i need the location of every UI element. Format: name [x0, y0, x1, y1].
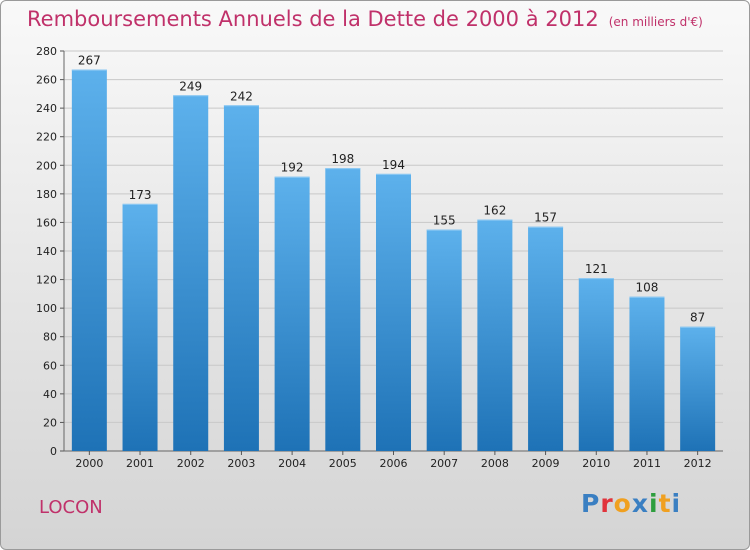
title-text: Remboursements Annuels de la Dette de 20…: [27, 7, 599, 31]
y-tick-label: 0: [50, 445, 57, 458]
logo-letter: x: [631, 489, 649, 518]
data-label: 162: [483, 204, 506, 218]
town-name: LOCON: [39, 497, 103, 518]
bar: [274, 176, 310, 451]
x-tick-label: 2006: [380, 457, 408, 470]
logo-letter: t: [658, 489, 672, 518]
data-label: 242: [230, 89, 253, 103]
x-tick-label: 2000: [75, 457, 103, 470]
data-label: 157: [534, 211, 557, 225]
y-tick-label: 120: [36, 274, 57, 287]
y-tick-label: 140: [36, 245, 57, 258]
bar: [122, 203, 158, 451]
bar: [528, 226, 564, 451]
bar: [223, 105, 259, 452]
x-tick-label: 2011: [633, 457, 661, 470]
y-tick-label: 100: [36, 302, 57, 315]
logo-letter: i: [649, 489, 659, 518]
y-tick-label: 220: [36, 131, 57, 144]
logo-letter: r: [600, 489, 614, 518]
bar: [71, 69, 107, 452]
logo-letter: i: [671, 489, 682, 518]
bar: [629, 296, 665, 451]
x-tick-label: 2010: [582, 457, 610, 470]
chart-title: Remboursements Annuels de la Dette de 20…: [27, 7, 703, 31]
y-tick-label: 260: [36, 74, 57, 87]
x-tick-label: 2001: [126, 457, 154, 470]
x-tick-label: 2009: [532, 457, 560, 470]
y-tick-label: 160: [36, 216, 57, 229]
y-tick-label: 200: [36, 159, 57, 172]
data-label: 173: [129, 188, 152, 202]
x-tick-label: 2003: [227, 457, 255, 470]
bars: [71, 69, 716, 452]
bar: [477, 219, 513, 451]
bar: [680, 326, 716, 451]
data-label: 155: [433, 214, 456, 228]
proxiti-logo: Proxiti: [581, 489, 681, 518]
x-tick-label: 2005: [329, 457, 357, 470]
bar: [426, 229, 462, 451]
y-tick-label: 80: [43, 331, 57, 344]
y-tick-label: 280: [36, 45, 57, 58]
x-tick-label: 2012: [684, 457, 712, 470]
data-label: 192: [281, 161, 304, 175]
x-tick-label: 2002: [177, 457, 205, 470]
y-tick-label: 180: [36, 188, 57, 201]
data-label: 194: [382, 158, 405, 172]
data-label: 121: [585, 262, 608, 276]
y-tick-label: 20: [43, 416, 57, 429]
data-label: 108: [636, 281, 659, 295]
data-label: 267: [78, 54, 101, 68]
y-tick-label: 40: [43, 388, 57, 401]
y-tick-label: 240: [36, 102, 57, 115]
logo-letter: P: [581, 489, 601, 518]
labels: 0 20 40 60 80 100 120 140 160 180 200 220 240 260 280 2…: [36, 45, 712, 470]
logo-letter: o: [613, 489, 632, 518]
data-label: 198: [331, 152, 354, 166]
y-tick-label: 60: [43, 359, 57, 372]
x-tick-label: 2007: [430, 457, 458, 470]
data-label: 249: [179, 79, 202, 93]
x-tick-label: 2004: [278, 457, 306, 470]
bar: [578, 278, 614, 451]
bar: [376, 173, 411, 451]
bar: [325, 168, 361, 451]
data-label: 87: [690, 311, 705, 325]
bar: [173, 95, 209, 452]
x-tick-label: 2008: [481, 457, 509, 470]
chart-subtitle: (en milliers d'€): [608, 15, 703, 29]
